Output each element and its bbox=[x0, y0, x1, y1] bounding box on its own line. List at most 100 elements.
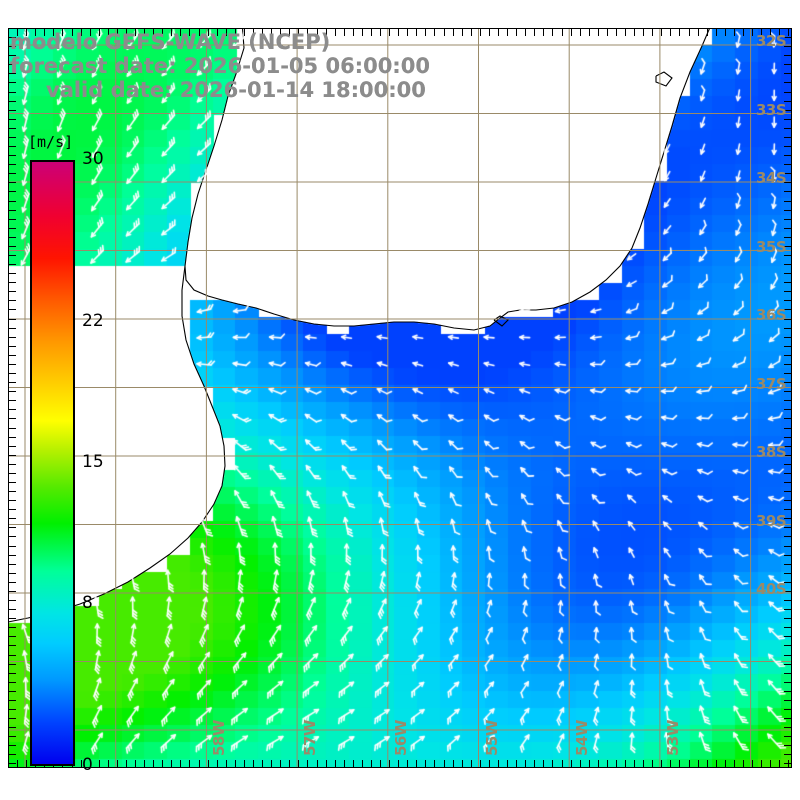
tick-mark bbox=[784, 727, 791, 728]
tick-mark bbox=[398, 760, 399, 767]
tick-mark bbox=[607, 760, 608, 767]
colorbar-gradient bbox=[30, 160, 75, 766]
tick-mark bbox=[784, 92, 791, 93]
tick-mark bbox=[689, 760, 690, 767]
tick-mark bbox=[784, 228, 791, 229]
tick-mark bbox=[480, 29, 481, 36]
tick-mark bbox=[779, 760, 780, 767]
wind-barb-layer bbox=[8, 28, 792, 768]
tick-mark bbox=[784, 373, 791, 374]
tick-mark bbox=[9, 391, 16, 392]
tick-mark bbox=[289, 29, 290, 36]
tick-mark bbox=[784, 609, 791, 610]
tick-mark bbox=[8, 29, 9, 36]
tick-mark bbox=[589, 29, 590, 36]
tick-mark bbox=[9, 264, 16, 265]
lat-label-32S: 32S bbox=[756, 32, 787, 50]
tick-mark bbox=[784, 582, 791, 583]
tick-mark bbox=[9, 291, 16, 292]
tick-mark bbox=[434, 29, 435, 36]
tick-mark bbox=[9, 28, 16, 29]
lon-label-58W: 58W bbox=[210, 720, 229, 756]
tick-mark bbox=[9, 636, 16, 637]
tick-mark bbox=[784, 555, 791, 556]
tick-mark bbox=[784, 55, 791, 56]
tick-mark bbox=[244, 760, 245, 767]
tick-mark bbox=[9, 491, 16, 492]
tick-mark bbox=[244, 29, 245, 36]
tick-mark bbox=[625, 760, 626, 767]
tick-mark bbox=[99, 29, 100, 36]
tick-mark bbox=[643, 29, 644, 36]
tick-mark bbox=[516, 760, 517, 767]
tick-mark bbox=[661, 760, 662, 767]
tick-mark bbox=[507, 760, 508, 767]
tick-mark bbox=[189, 760, 190, 767]
tick-mark bbox=[271, 760, 272, 767]
tick-mark bbox=[698, 29, 699, 36]
tick-mark bbox=[543, 760, 544, 767]
tick-mark bbox=[784, 536, 791, 537]
tick-mark bbox=[9, 691, 16, 692]
lon-label-57W: 57W bbox=[301, 720, 320, 756]
tick-mark bbox=[784, 763, 791, 764]
tick-mark bbox=[784, 464, 791, 465]
tick-mark bbox=[784, 346, 791, 347]
tick-mark bbox=[44, 29, 45, 36]
tick-mark bbox=[761, 760, 762, 767]
tick-mark bbox=[784, 691, 791, 692]
tick-mark bbox=[298, 760, 299, 767]
tick-mark bbox=[9, 718, 16, 719]
tick-mark bbox=[784, 673, 791, 674]
tick-mark bbox=[199, 29, 200, 36]
tick-mark bbox=[453, 760, 454, 767]
tick-mark bbox=[616, 29, 617, 36]
tick-mark bbox=[670, 760, 671, 767]
tick-mark bbox=[335, 760, 336, 767]
tick-mark bbox=[743, 29, 744, 36]
tick-mark bbox=[9, 137, 16, 138]
tick-mark bbox=[552, 760, 553, 767]
tick-mark bbox=[208, 760, 209, 767]
tick-mark bbox=[9, 409, 16, 410]
tick-mark bbox=[9, 237, 16, 238]
tick-mark bbox=[784, 455, 791, 456]
tick-mark bbox=[634, 760, 635, 767]
tick-mark bbox=[335, 29, 336, 36]
tick-mark bbox=[180, 760, 181, 767]
tick-mark bbox=[9, 282, 16, 283]
tick-mark bbox=[9, 555, 16, 556]
tick-mark bbox=[598, 29, 599, 36]
tick-mark bbox=[784, 219, 791, 220]
tick-mark bbox=[81, 760, 82, 767]
tick-mark bbox=[9, 219, 16, 220]
tick-mark bbox=[9, 173, 16, 174]
tick-mark bbox=[607, 29, 608, 36]
tick-mark bbox=[784, 546, 791, 547]
tick-mark bbox=[453, 29, 454, 36]
tick-mark bbox=[9, 382, 16, 383]
lat-label-40S: 40S bbox=[756, 580, 787, 598]
tick-mark bbox=[784, 337, 791, 338]
tick-mark bbox=[625, 29, 626, 36]
tick-mark bbox=[571, 29, 572, 36]
tick-mark bbox=[9, 564, 16, 565]
tick-mark bbox=[425, 760, 426, 767]
tick-mark bbox=[784, 119, 791, 120]
tick-mark bbox=[9, 673, 16, 674]
tick-mark bbox=[784, 745, 791, 746]
tick-mark bbox=[162, 29, 163, 36]
tick-mark bbox=[9, 609, 16, 610]
tick-mark bbox=[9, 700, 16, 701]
tick-mark bbox=[9, 201, 16, 202]
tick-mark bbox=[784, 173, 791, 174]
tick-mark bbox=[9, 618, 16, 619]
tick-mark bbox=[407, 29, 408, 36]
tick-mark bbox=[9, 309, 16, 310]
tick-mark bbox=[543, 29, 544, 36]
tick-mark bbox=[253, 29, 254, 36]
tick-mark bbox=[489, 760, 490, 767]
tick-mark bbox=[389, 760, 390, 767]
tick-mark bbox=[171, 760, 172, 767]
tick-mark bbox=[784, 155, 791, 156]
